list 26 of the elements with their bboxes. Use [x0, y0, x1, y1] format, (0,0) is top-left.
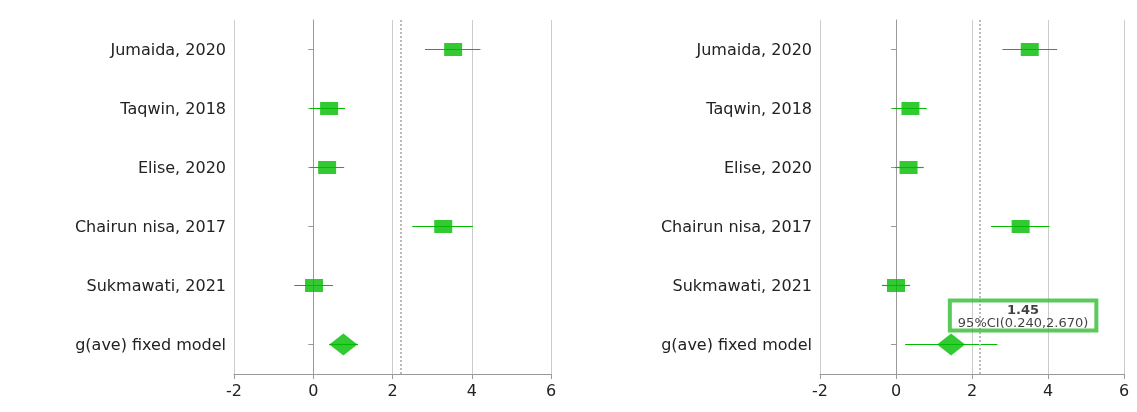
y-tick-label: Elise, 2020: [137, 158, 226, 177]
y-tick-label: g(ave) fixed model: [75, 335, 226, 354]
point: [887, 279, 905, 292]
y-tick-label: Taqwin, 2018: [705, 99, 812, 118]
y-tick-label: Jumaida, 2020: [695, 40, 812, 59]
y-tick-label: Jumaida, 2020: [109, 40, 226, 59]
x-tick-label: 2: [966, 380, 978, 400]
x-tick-label: -2: [226, 380, 242, 400]
x-tick-label: 2: [387, 380, 398, 400]
x-tick-label: 6: [1118, 380, 1130, 400]
y-tick-label: Chairun nisa, 2017: [660, 217, 812, 236]
y-tick-label: Chairun nisa, 2017: [74, 217, 226, 236]
y-tick-label: Sukmawati, 2021: [672, 276, 812, 295]
annotation: 1.45 95%CI(0.240,2.670): [957, 301, 1089, 330]
y-tick-label: Sukmawati, 2021: [86, 276, 226, 295]
y-tick-label: Elise, 2020: [723, 158, 812, 177]
y-tick-label: Taqwin, 2018: [119, 99, 226, 118]
x-tick-label: -2: [812, 380, 828, 400]
y-tick-label: g(ave) fixed model: [661, 335, 812, 354]
x-tick-label: 0: [308, 380, 319, 400]
x-tick-label: 4: [466, 380, 477, 400]
x-tick-label: 4: [1042, 380, 1054, 400]
point: [937, 333, 966, 356]
point: [329, 333, 358, 356]
x-tick-label: 6: [545, 380, 557, 400]
x-tick-label: 0: [890, 380, 902, 400]
